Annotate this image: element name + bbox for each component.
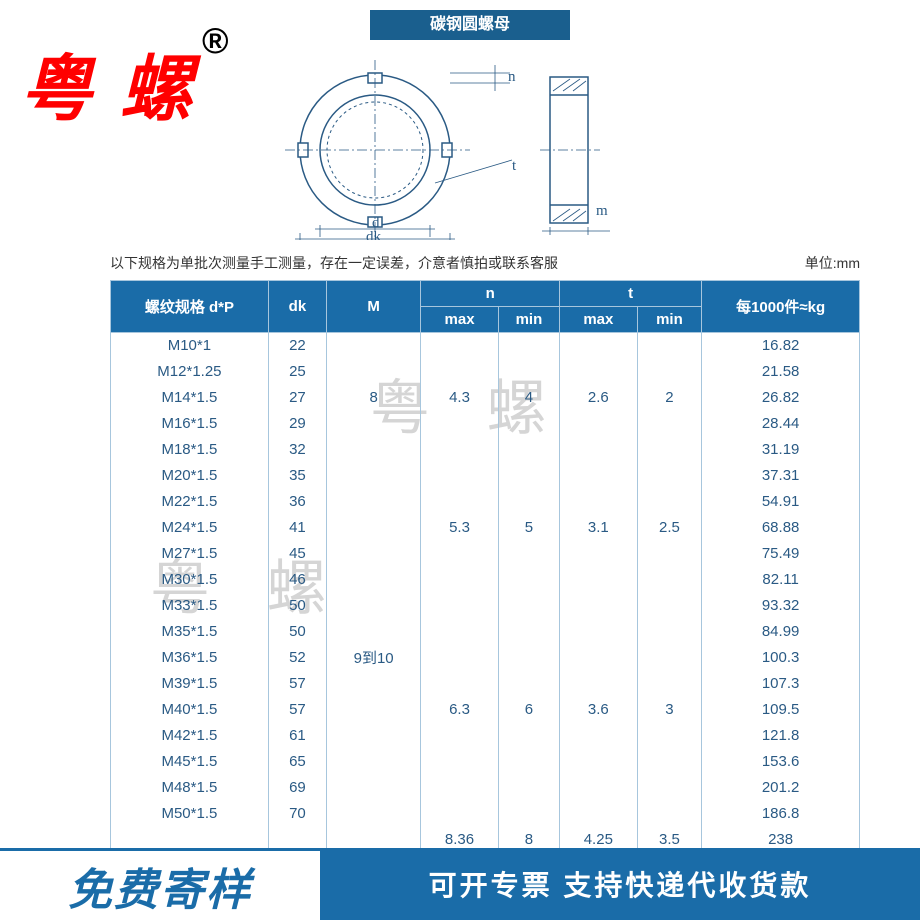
- brand-reg: ®: [202, 20, 233, 61]
- technical-diagram: n t m d dk: [280, 55, 700, 240]
- th-M: M: [327, 281, 421, 333]
- footer-left: 免费寄样: [0, 848, 320, 920]
- th-n: n: [421, 281, 560, 307]
- svg-text:m: m: [596, 203, 608, 219]
- footer: 免费寄样 可开专票 支持快递代收货款: [0, 848, 920, 920]
- th-n-min: min: [498, 307, 559, 333]
- svg-text:dk: dk: [366, 229, 382, 240]
- th-t-max: max: [560, 307, 638, 333]
- brand-text: 粤 螺: [20, 50, 196, 130]
- th-spec: 螺纹规格 d*P: [111, 281, 269, 333]
- spec-table: 螺纹规格 d*P dk M n t 每1000件≈kg max min max …: [110, 280, 860, 853]
- note-right: 单位:mm: [805, 253, 860, 273]
- th-weight: 每1000件≈kg: [702, 281, 860, 333]
- brand-logo: 粤 螺®: [20, 30, 227, 135]
- th-t-min: min: [637, 307, 702, 333]
- th-dk: dk: [268, 281, 326, 333]
- svg-text:n: n: [508, 69, 516, 85]
- svg-text:t: t: [512, 158, 517, 174]
- title-banner: 碳钢圆螺母: [370, 10, 570, 40]
- note-row: 以下规格为单批次测量手工测量，存在一定误差，介意者慎拍或联系客服 单位:mm: [110, 253, 860, 273]
- th-n-max: max: [421, 307, 499, 333]
- table-body: M10*12284.342.6216.82 M12*1.252521.58 M1…: [111, 333, 860, 853]
- th-t: t: [560, 281, 702, 307]
- footer-right: 可开专票 支持快递代收货款: [320, 848, 920, 920]
- note-left: 以下规格为单批次测量手工测量，存在一定误差，介意者慎拍或联系客服: [110, 255, 558, 271]
